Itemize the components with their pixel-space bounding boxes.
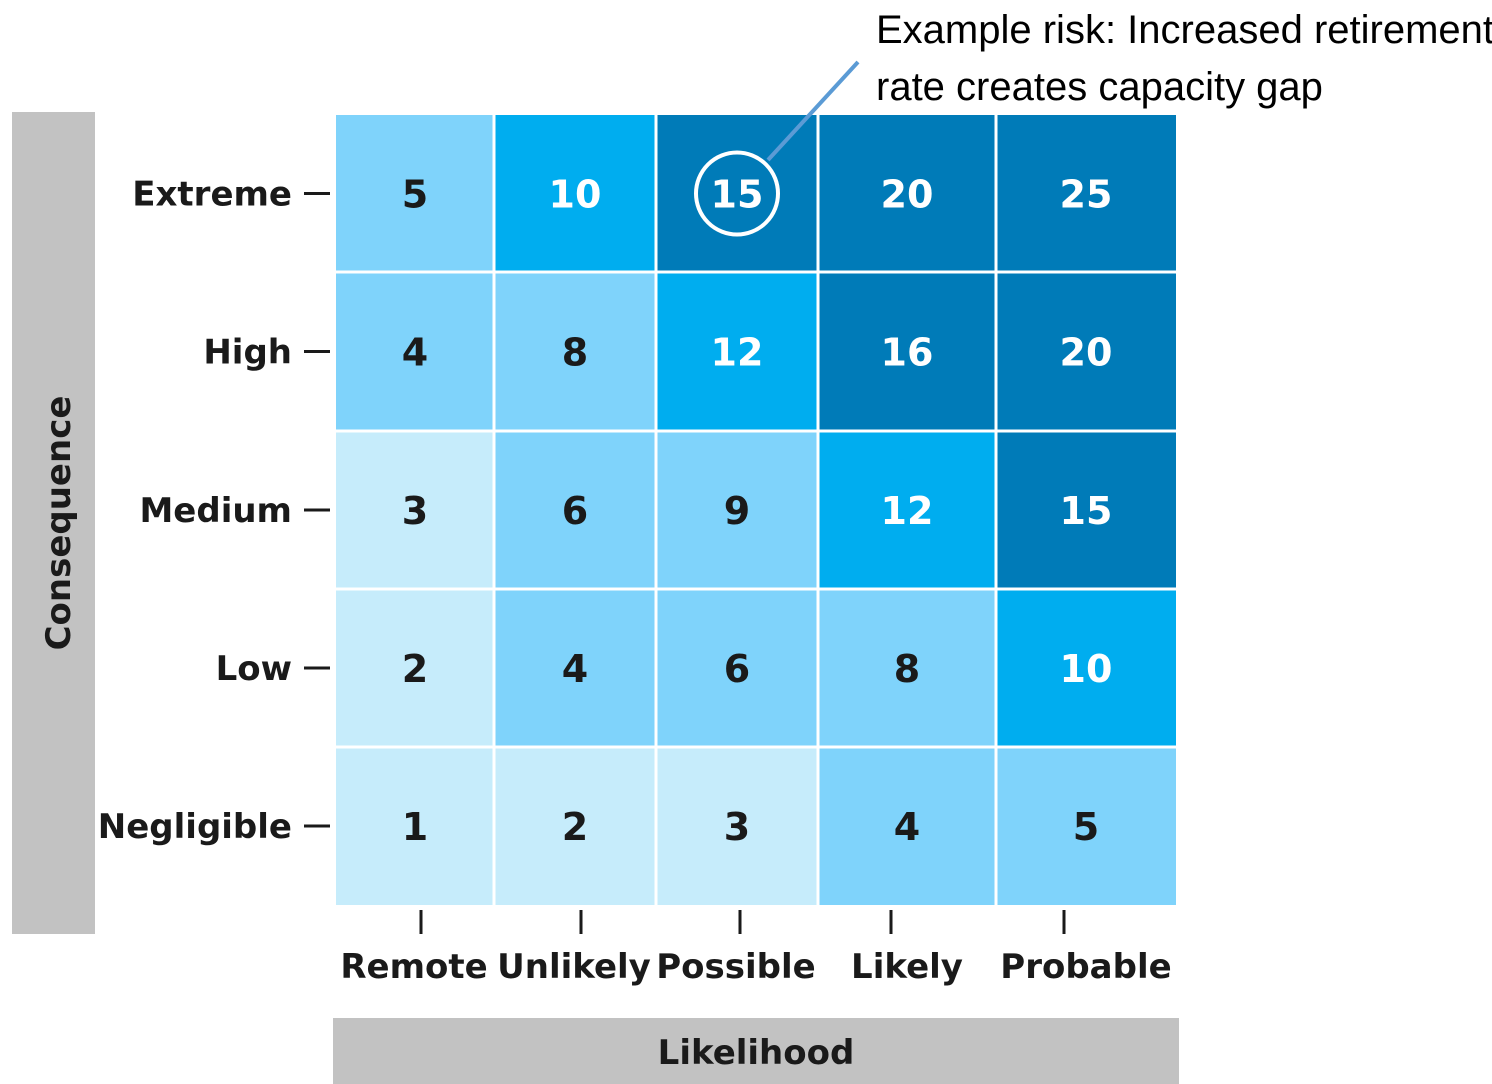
heatmap-cell-r5-c4 (819, 748, 995, 905)
y-axis-title: Consequence (39, 396, 79, 651)
cell-value-r3-c4: 12 (881, 489, 934, 533)
heatmap-cell-r5-c1 (336, 748, 493, 905)
heatmap-cell-r5-c3 (657, 748, 817, 905)
cell-value-r5-c3: 3 (724, 805, 750, 849)
x-tick-label-possible: Possible (656, 947, 815, 987)
cell-value-r1-c1: 5 (402, 173, 428, 217)
y-tick-label-high: High (203, 333, 292, 373)
heatmap-cell-r3-c4 (819, 432, 995, 588)
cell-value-r4-c4: 8 (894, 647, 920, 691)
heatmap-cell-r4-c5 (997, 590, 1176, 746)
x-axis-title-bar (333, 1018, 1179, 1084)
heatmap-cell-r2-c1 (336, 273, 493, 430)
cell-value-r4-c5: 10 (1060, 647, 1113, 691)
x-tick-label-likely: Likely (851, 947, 963, 987)
y-tick-labels: Extreme High Medium Low Negligible (98, 175, 330, 847)
heatmap-cell-r1-c4 (819, 115, 995, 271)
x-axis-title: Likelihood (658, 1033, 855, 1073)
heatmap-cells: 5 10 15 20 254 8 12 16 203 6 9 12 152 4 6 8 101 2 3 4 5 (336, 115, 1176, 905)
x-tick-label-unlikely: Unlikely (497, 947, 651, 987)
heatmap-cell-r2-c2 (495, 273, 655, 430)
heatmap-cell-r3-c5 (997, 432, 1176, 588)
heatmap-cell-r1-c2 (495, 115, 655, 271)
cell-value-r2-c4: 16 (881, 331, 934, 375)
x-tick-label-remote: Remote (340, 947, 487, 987)
annotation-leader-line (766, 60, 860, 162)
heatmap-cell-r5-c2 (495, 748, 655, 905)
cell-value-r2-c5: 20 (1060, 331, 1113, 375)
cell-value-r4-c2: 4 (562, 647, 588, 691)
cell-value-r3-c1: 3 (402, 489, 428, 533)
y-tick-label-negligible: Negligible (98, 807, 292, 847)
heatmap-cell-r4-c2 (495, 590, 655, 746)
cell-value-r3-c5: 15 (1060, 489, 1113, 533)
heatmap-cell-r1-c3 (657, 115, 817, 271)
heatmap-cell-r3-c1 (336, 432, 493, 588)
cell-value-r4-c3: 6 (724, 647, 750, 691)
cell-value-r5-c2: 2 (562, 805, 588, 849)
cell-value-r2-c3: 12 (711, 331, 764, 375)
cell-value-r4-c1: 2 (402, 647, 428, 691)
y-tick-label-extreme: Extreme (132, 175, 292, 215)
heatmap-cell-r5-c5 (997, 748, 1176, 905)
y-tick-label-low: Low (216, 649, 292, 689)
heatmap-cell-r2-c4 (819, 273, 995, 430)
cell-value-r5-c4: 4 (894, 805, 920, 849)
cell-value-r1-c3: 15 (711, 173, 764, 217)
cell-value-r2-c1: 4 (402, 331, 428, 375)
heatmap-cell-r1-c5 (997, 115, 1176, 271)
heatmap-cell-r4-c1 (336, 590, 493, 746)
cell-value-r3-c2: 6 (562, 489, 588, 533)
annotation-line-2: rate creates capacity gap (876, 65, 1323, 109)
heatmap-cell-r2-c3 (657, 273, 817, 430)
heatmap-cell-r4-c3 (657, 590, 817, 746)
cell-value-r2-c2: 8 (562, 331, 588, 375)
heatmap-cell-r1-c1 (336, 115, 493, 271)
heatmap-cell-r4-c4 (819, 590, 995, 746)
y-axis-title-bar (12, 112, 95, 934)
cell-value-r1-c5: 25 (1060, 173, 1113, 217)
heatmap-cell-r2-c5 (997, 273, 1176, 430)
x-tick-label-probable: Probable (1000, 947, 1171, 987)
cell-value-r3-c3: 9 (724, 489, 750, 533)
y-tick-label-medium: Medium (139, 491, 292, 531)
annotation-line-1: Example risk: Increased retirement (876, 8, 1492, 52)
cell-value-r5-c1: 1 (402, 805, 428, 849)
heatmap-cell-r3-c2 (495, 432, 655, 588)
highlight-circle (694, 150, 780, 237)
x-tick-labels: Remote Unlikely Possible Likely Probable (340, 910, 1172, 987)
heatmap-cell-r3-c3 (657, 432, 817, 588)
cell-value-r5-c5: 5 (1073, 805, 1099, 849)
cell-value-r1-c2: 10 (549, 173, 602, 217)
cell-value-r1-c4: 20 (881, 173, 934, 217)
